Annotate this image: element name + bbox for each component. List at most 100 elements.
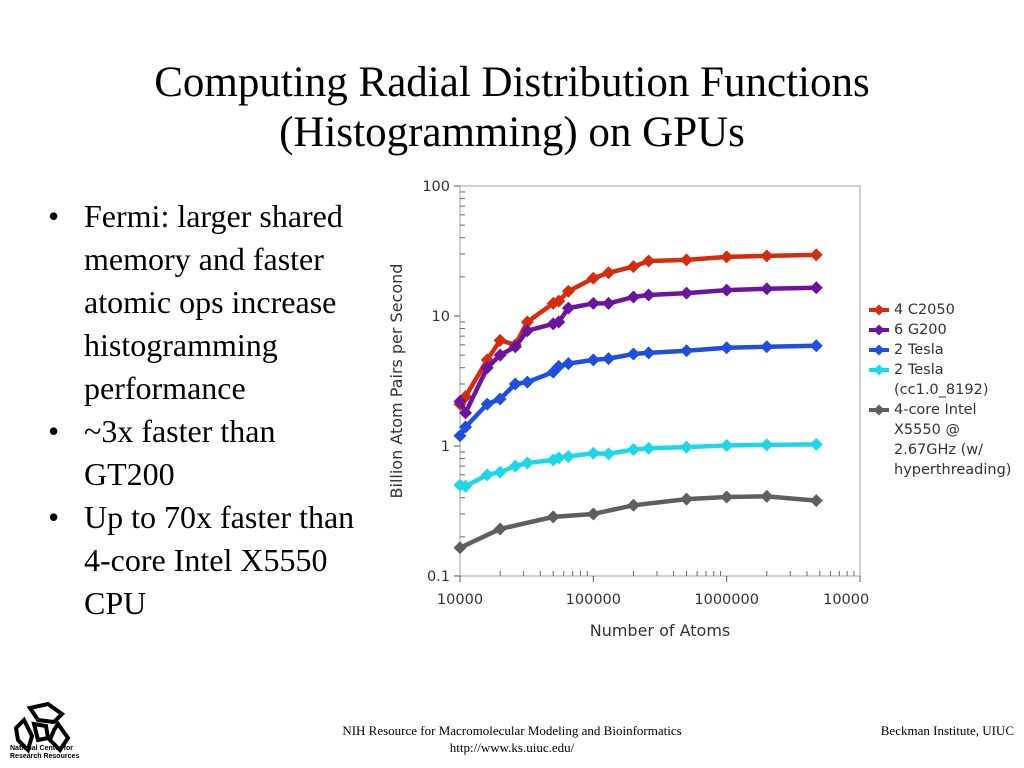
data-point-1 bbox=[480, 361, 494, 375]
data-point-1 bbox=[459, 406, 473, 420]
data-point-1 bbox=[602, 296, 616, 310]
slide-title: Computing Radial Distribution Functions … bbox=[0, 58, 1024, 158]
data-point-0 bbox=[809, 248, 823, 262]
y-tick-label: 1 bbox=[441, 439, 450, 455]
data-point-3 bbox=[680, 440, 694, 454]
legend-item: 2 Tesla (cc1.0_8192) bbox=[868, 360, 1024, 400]
data-point-0 bbox=[680, 253, 694, 267]
x-tick-label: 100000 bbox=[566, 592, 621, 608]
data-point-1 bbox=[453, 394, 467, 408]
bullet-list: • Fermi: larger shared memory and faster … bbox=[40, 195, 370, 625]
data-point-1 bbox=[680, 286, 694, 300]
data-point-3 bbox=[493, 465, 507, 479]
data-point-2 bbox=[809, 339, 823, 353]
data-point-2 bbox=[508, 377, 522, 391]
data-point-0 bbox=[561, 284, 575, 298]
bullet-text: Fermi: larger shared memory and faster a… bbox=[84, 198, 343, 406]
data-point-1 bbox=[586, 296, 600, 310]
data-point-4 bbox=[586, 507, 600, 521]
data-point-3 bbox=[602, 447, 616, 461]
x-tick-label: 1000000 bbox=[694, 592, 759, 608]
legend-label: 4 C2050 bbox=[894, 302, 955, 318]
footer-url: http://www.ks.uiuc.edu/ bbox=[449, 740, 575, 755]
legend-label: 2 Tesla (cc1.0_8192) bbox=[894, 362, 989, 398]
data-point-0 bbox=[642, 254, 656, 268]
data-point-2 bbox=[552, 359, 566, 373]
data-point-1 bbox=[561, 301, 575, 315]
data-point-0 bbox=[626, 260, 640, 274]
data-point-1 bbox=[809, 281, 823, 295]
legend-swatch bbox=[869, 404, 889, 416]
y-tick-label: 10 bbox=[432, 309, 450, 325]
x-tick-label: 10000000 bbox=[823, 592, 870, 608]
ncrr-logo bbox=[13, 701, 71, 754]
legend-swatch bbox=[869, 344, 889, 356]
data-point-2 bbox=[561, 357, 575, 371]
footer-right: Beckman Institute, UIUC bbox=[880, 723, 1014, 738]
data-point-2 bbox=[480, 397, 494, 411]
y-tick-label: 100 bbox=[422, 179, 450, 195]
data-point-4 bbox=[546, 510, 560, 524]
data-point-3 bbox=[720, 438, 734, 452]
bullet-item: • Fermi: larger shared memory and faster … bbox=[40, 195, 370, 410]
data-point-1 bbox=[552, 315, 566, 329]
data-point-3 bbox=[760, 438, 774, 452]
data-point-1 bbox=[520, 324, 534, 338]
performance-chart: 10000 100000 1000000 10000000 0.1 1 10 100 Numbe… bbox=[387, 179, 870, 640]
data-point-4 bbox=[809, 494, 823, 508]
bullet-text: Up to 70x faster than 4-core Intel X5550… bbox=[84, 499, 355, 621]
chart-legend: 4 C2050 6 G200 2 Tesla 2 Tesla (cc1.0_8192)… bbox=[868, 300, 1024, 480]
data-point-2 bbox=[760, 340, 774, 354]
data-point-0 bbox=[720, 250, 734, 264]
data-point-3 bbox=[809, 437, 823, 451]
logo-caption-line-2: Research Resources bbox=[10, 753, 80, 760]
data-point-2 bbox=[459, 420, 473, 434]
legend-item: 2 Tesla bbox=[868, 340, 1024, 360]
data-point-3 bbox=[520, 456, 534, 470]
data-point-1 bbox=[642, 288, 656, 302]
data-point-2 bbox=[642, 346, 656, 360]
data-point-0 bbox=[760, 249, 774, 263]
legend-label: 2 Tesla bbox=[894, 342, 944, 358]
footer-center: NIH Resource for Macromolecular Modeling… bbox=[0, 722, 1024, 756]
logo-caption: National Center for Research Resources bbox=[10, 745, 79, 761]
bullet-item: • Up to 70x faster than 4-core Intel X555… bbox=[40, 496, 370, 625]
data-point-3 bbox=[552, 451, 566, 465]
data-point-0 bbox=[552, 294, 566, 308]
legend-label: 4-core Intel X5550 @ 2.67GHz (w/ hyperth… bbox=[894, 402, 1012, 478]
data-point-2 bbox=[493, 392, 507, 406]
x-tick-label: 10000 bbox=[437, 592, 483, 608]
legend-item: 4 C2050 bbox=[868, 300, 1024, 320]
x-axis-title: Number of Atoms bbox=[590, 621, 731, 640]
data-point-2 bbox=[680, 344, 694, 358]
data-point-3 bbox=[561, 450, 575, 464]
footer-org: NIH Resource for Macromolecular Modeling… bbox=[342, 723, 682, 738]
data-point-1 bbox=[720, 283, 734, 297]
data-point-3 bbox=[480, 468, 494, 482]
data-point-3 bbox=[626, 442, 640, 456]
data-point-3 bbox=[586, 446, 600, 460]
data-point-4 bbox=[680, 492, 694, 506]
title-line-2: (Histogramming) on GPUs bbox=[279, 109, 745, 156]
data-point-2 bbox=[520, 375, 534, 389]
data-point-1 bbox=[493, 348, 507, 362]
data-point-0 bbox=[493, 333, 507, 347]
title-line-1: Computing Radial Distribution Functions bbox=[154, 59, 870, 106]
data-point-2 bbox=[602, 352, 616, 366]
data-point-0 bbox=[480, 353, 494, 367]
bullet-dot: • bbox=[48, 413, 60, 449]
data-point-2 bbox=[453, 429, 467, 443]
legend-item: 4-core Intel X5550 @ 2.67GHz (w/ hyperth… bbox=[868, 400, 1024, 480]
data-point-1 bbox=[508, 340, 522, 354]
legend-swatch bbox=[869, 324, 889, 336]
data-point-4 bbox=[720, 490, 734, 504]
bullet-dot: • bbox=[48, 499, 60, 535]
data-point-4 bbox=[626, 498, 640, 512]
data-point-3 bbox=[508, 459, 522, 473]
data-point-4 bbox=[760, 489, 774, 503]
data-point-0 bbox=[520, 315, 534, 329]
logo-caption-line-1: National Center for bbox=[10, 745, 74, 752]
data-point-2 bbox=[720, 341, 734, 355]
bullet-item: • ~3x faster than GT200 bbox=[40, 410, 370, 496]
data-point-2 bbox=[626, 347, 640, 361]
